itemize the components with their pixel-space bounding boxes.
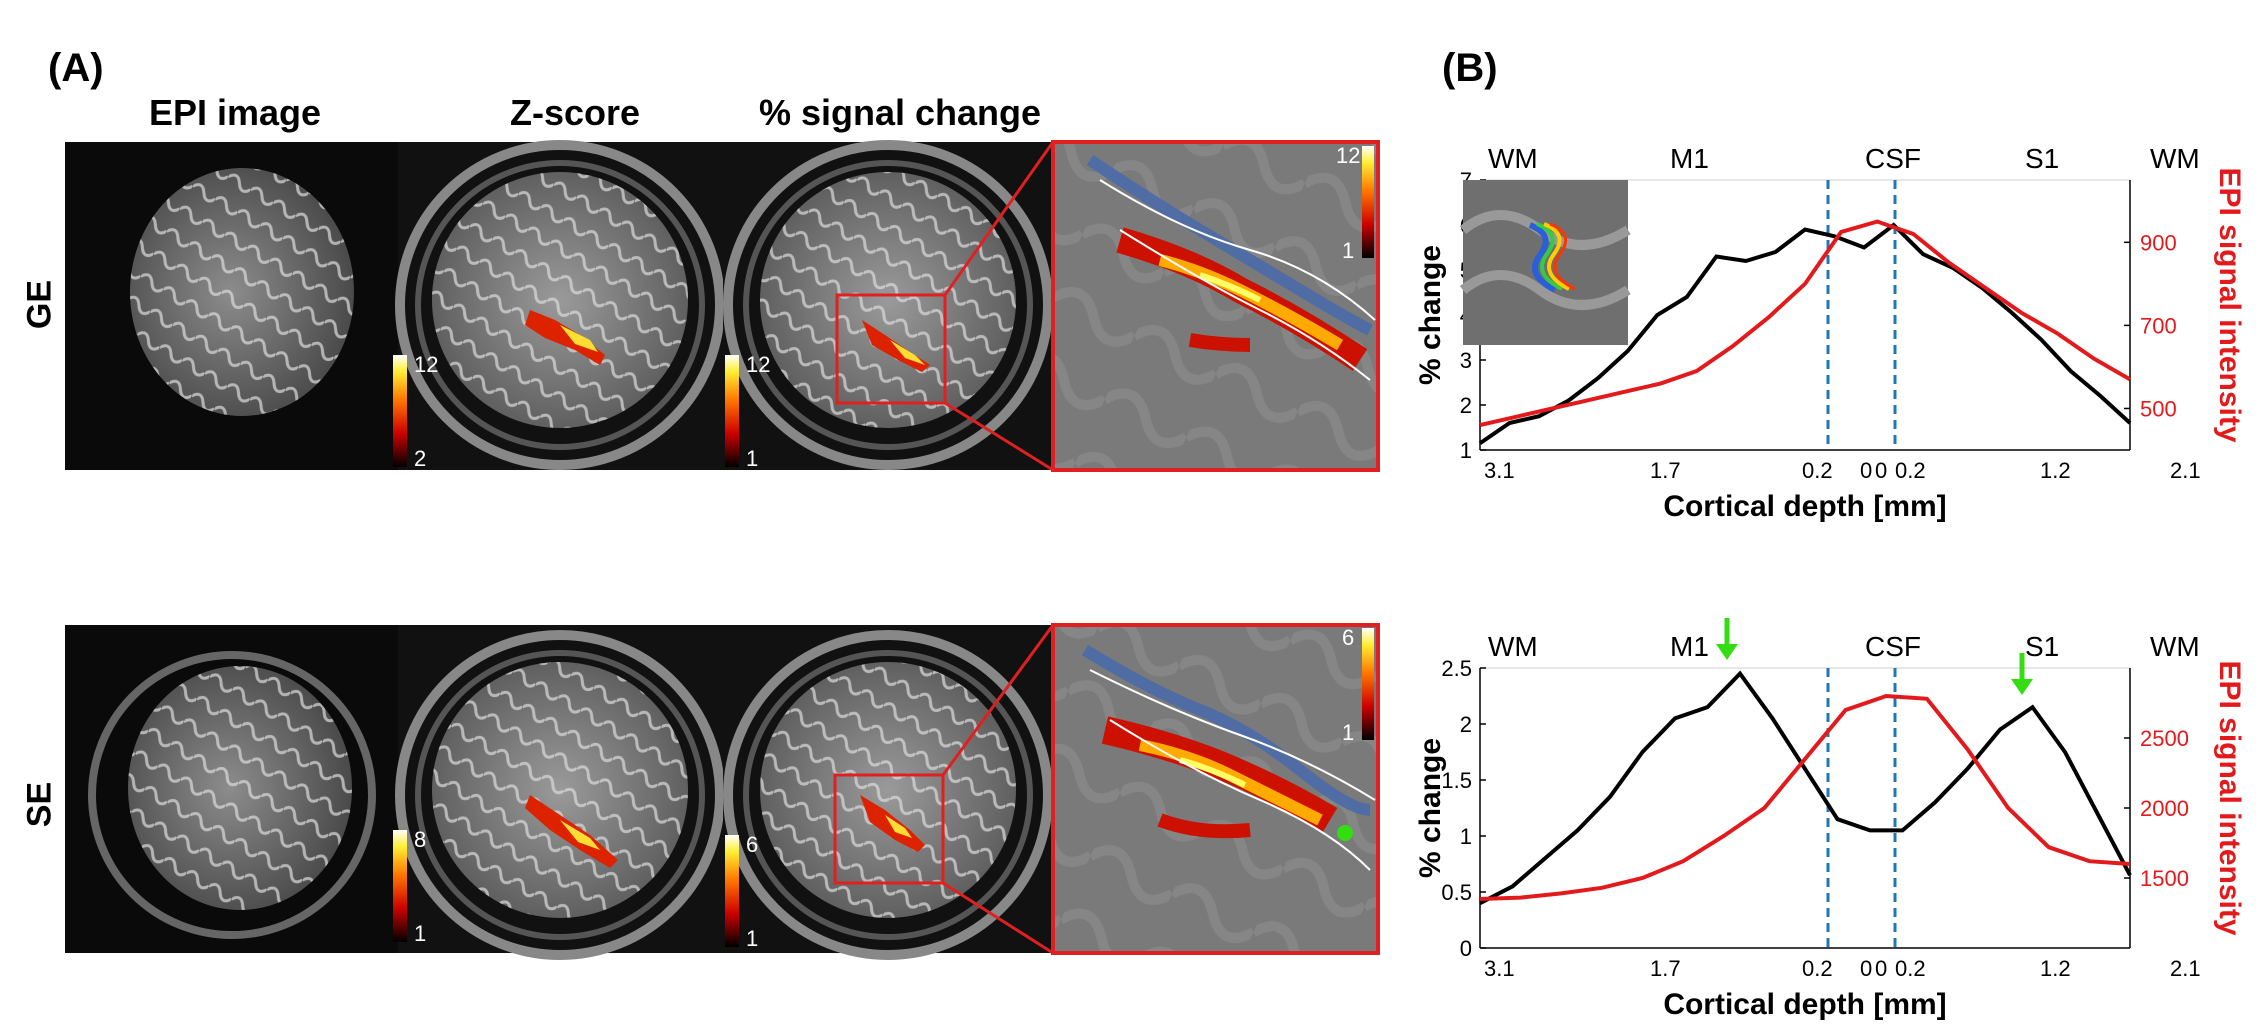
se-psc-cbar-min: 1 (746, 926, 758, 951)
region-label: WM (2150, 143, 2200, 174)
x-tick-label: 0.2 (1802, 458, 1833, 483)
se-zoom-cbar-max: 6 (1342, 625, 1354, 650)
ge-epi-image (65, 142, 398, 470)
region-label: M1 (1670, 143, 1709, 174)
y2-axis-label: EPI signal intensity (2213, 167, 2246, 442)
column-title-psc: % signal change (758, 92, 1042, 133)
y2-axis-label: EPI signal intensity (2213, 660, 2246, 935)
y-tick-label: 0 (1460, 936, 1472, 961)
se-z-cbar-max: 8 (414, 827, 426, 852)
inset-image (1459, 180, 1631, 345)
x-axis-label: Cortical depth [mm] (1663, 490, 1946, 523)
region-label: WM (2150, 631, 2200, 662)
se-zscore-image: 8 1 (393, 625, 725, 960)
ge-z-cbar-min: 2 (414, 446, 426, 471)
x-tick-label: 0.2 (1895, 956, 1926, 981)
inset-gyrus (1459, 270, 1631, 310)
region-label: WM (1488, 631, 1538, 662)
ge-psc-cbar-min: 1 (746, 446, 758, 471)
inset-background (1463, 180, 1628, 345)
x-tick-label: 3.1 (1484, 458, 1515, 483)
y-axis-label: % change (1414, 738, 1447, 878)
x-tick-label: 1.2 (2040, 956, 2071, 981)
series-line-percent-change (1479, 670, 2132, 905)
y2-tick-label: 2000 (2140, 796, 2189, 821)
ge-psc-cbar-max: 12 (746, 352, 770, 377)
x-tick-label: 0.2 (1895, 458, 1926, 483)
x-tick-label: 1.7 (1650, 458, 1681, 483)
x-tick-label: 3.1 (1484, 956, 1515, 981)
x-tick-label: 1.2 (2040, 458, 2071, 483)
y2-tick-label: 500 (2140, 396, 2177, 421)
y-tick-label: 2 (1460, 712, 1472, 737)
inset-layer-green (1536, 222, 1563, 291)
x-tick-label: 2.1 (2170, 956, 2201, 981)
x-tick-label: 0 (1860, 956, 1872, 981)
peak-arrow-head (1716, 644, 1738, 660)
chart-ge: WMM1CSFS1WM12345675007009003.11.70.2000.… (1414, 143, 2246, 523)
y2-tick-label: 2500 (2140, 726, 2189, 751)
panel-b-label: (B) (1442, 46, 1498, 90)
y-axis-label: % change (1414, 245, 1447, 385)
region-label: CSF (1865, 631, 1921, 662)
y2-tick-label: 900 (2140, 230, 2177, 255)
series-line-percent-change (1478, 222, 2132, 445)
region-label: S1 (2025, 143, 2059, 174)
x-tick-label: 0 (1875, 956, 1887, 981)
ge-zscore-image: 12 2 (393, 140, 725, 471)
y-tick-label: 2 (1460, 393, 1472, 418)
inset-layer-red (1549, 222, 1576, 291)
x-tick-label: 1.7 (1650, 956, 1681, 981)
y-tick-label: 0.5 (1441, 880, 1472, 905)
ge-zoom-cbar-min: 1 (1342, 238, 1354, 263)
x-tick-label: 2.1 (2170, 458, 2201, 483)
se-psc-cbar-max: 6 (746, 832, 758, 857)
x-tick-label: 0 (1860, 458, 1872, 483)
ge-zoom-image: 12 1 (1051, 140, 1380, 472)
region-label: WM (1488, 143, 1538, 174)
se-z-cbar-min: 1 (414, 921, 426, 946)
ge-psc-image: 12 1 (723, 140, 1053, 471)
ge-z-cbar-max: 12 (414, 352, 438, 377)
series-line-epi-intensity (1479, 219, 2131, 428)
column-title-epi: EPI image (148, 92, 322, 133)
x-tick-label: 0.2 (1802, 956, 1833, 981)
se-zoom-cbar-min: 1 (1342, 720, 1354, 745)
y2-tick-label: 1500 (2140, 866, 2189, 891)
region-label: M1 (1670, 631, 1709, 662)
chart-se: WM M1 CSF S1 WM 0 0.5 1 1.5 2 2.5 1500 2000 2500 3.1 1.… (1414, 618, 2246, 1021)
series-line-epi-intensity (1479, 693, 2131, 901)
x-tick-label: 0 (1875, 458, 1887, 483)
panel-a-images: 12 2 12 1 12 1 (65, 140, 1380, 960)
y2-tick-label: 700 (2140, 313, 2177, 338)
y-tick-label: 1 (1460, 438, 1472, 463)
inset-layer-blue (1528, 222, 1557, 293)
y-tick-label: 1 (1460, 824, 1472, 849)
region-label: S1 (2025, 631, 2059, 662)
se-epi-image (65, 625, 398, 953)
y-tick-label: 2.5 (1441, 656, 1472, 681)
se-zoom-image: 6 1 (1051, 623, 1380, 955)
column-title-zscore: Z-score (509, 92, 641, 133)
x-axis-label: Cortical depth [mm] (1663, 988, 1946, 1021)
y-tick-label: 3 (1460, 348, 1472, 373)
inset-layer-yellow (1543, 222, 1570, 291)
panel-a-label: (A) (48, 46, 104, 90)
ge-zoom-cbar-max: 12 (1336, 143, 1360, 168)
region-label: CSF (1865, 143, 1921, 174)
y-tick-label: 1.5 (1441, 768, 1472, 793)
se-psc-image: 6 1 (723, 625, 1053, 960)
peak-arrow-head (2011, 679, 2033, 695)
